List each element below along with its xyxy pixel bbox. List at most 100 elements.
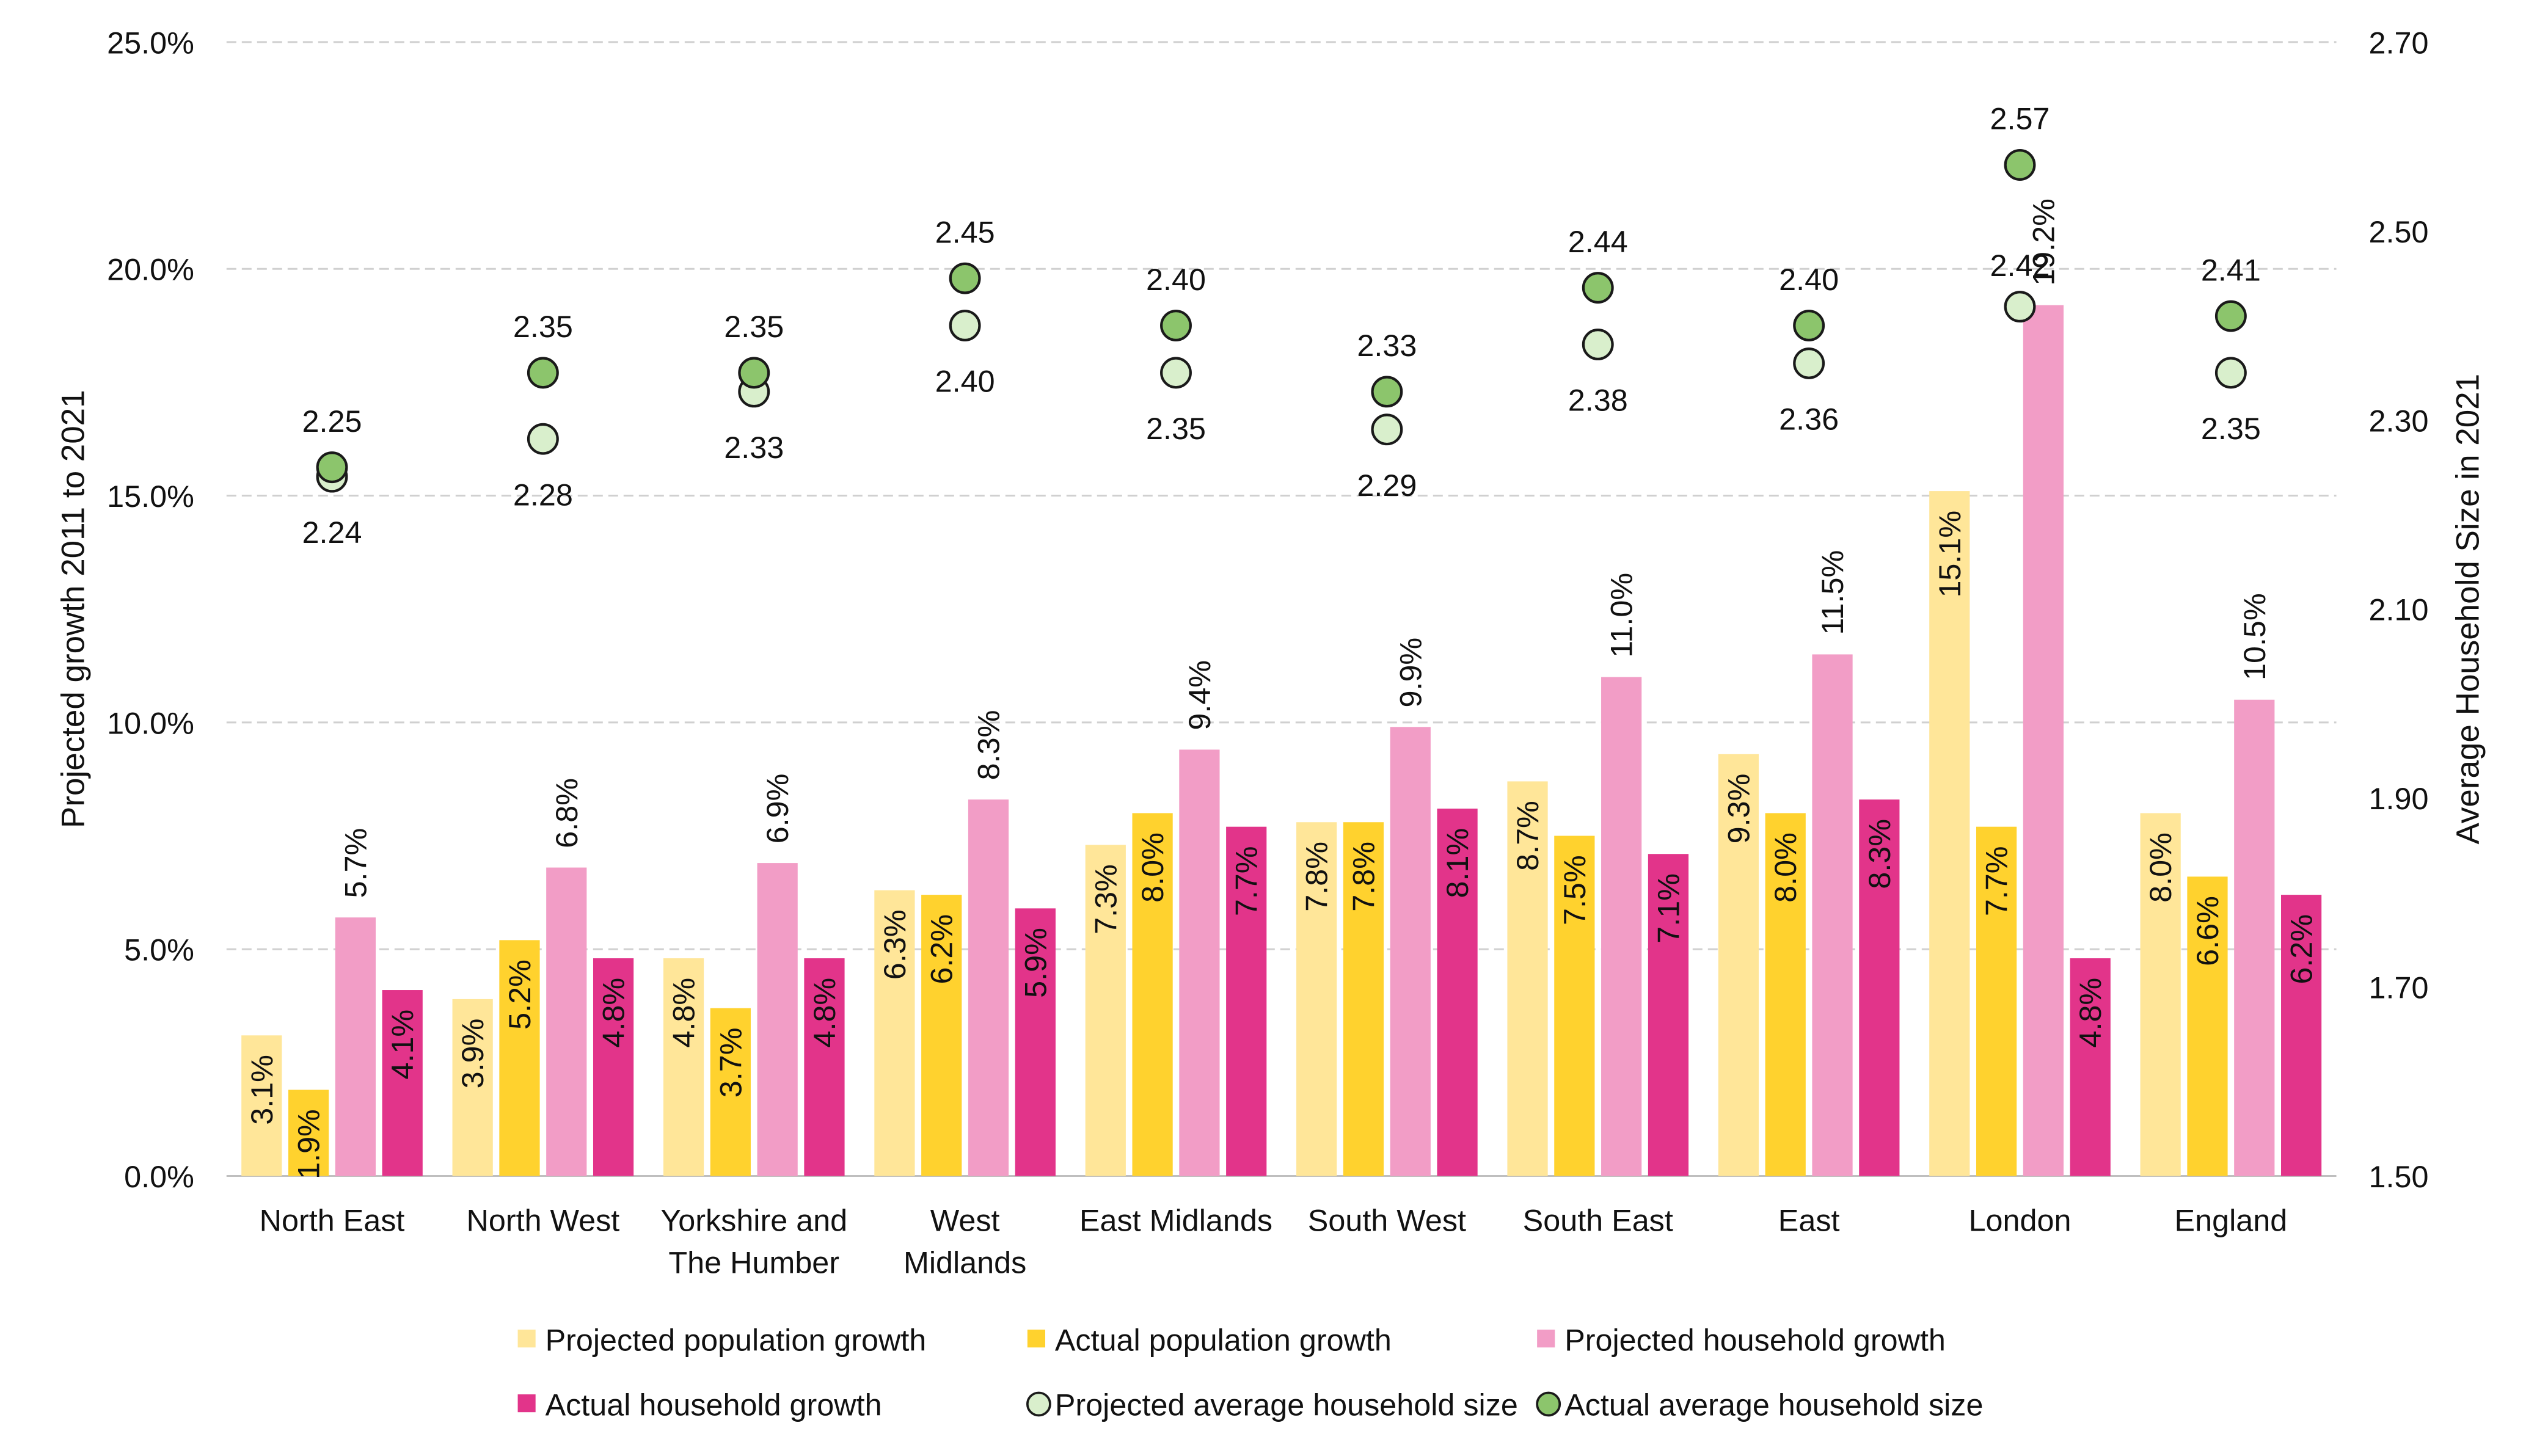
bar <box>452 999 493 1176</box>
bar-data-label: 19.2% <box>2026 198 2061 286</box>
bar-data-label: 8.1% <box>1440 828 1475 898</box>
bar <box>1390 727 1431 1176</box>
household-size-label: 2.40 <box>935 364 995 399</box>
household-size-label: 2.29 <box>1357 468 1417 503</box>
bar-data-label: 3.7% <box>713 1028 748 1098</box>
bar-data-label: 7.5% <box>1557 855 1592 925</box>
bar <box>1718 754 1759 1176</box>
x-tick-label: South West <box>1308 1203 1466 1238</box>
household-size-label: 2.24 <box>302 515 362 550</box>
x-tick-label: Yorkshire and <box>660 1203 847 1238</box>
bar <box>1976 826 2017 1176</box>
y-axis-ticks: 0.0% 5.0% 10.0% 15.0% 20.0% 25.0% <box>107 25 194 1194</box>
household-size-label: 2.38 <box>1568 383 1628 418</box>
household-size-point <box>1371 376 1403 408</box>
bar-data-label: 10.5% <box>2237 593 2272 680</box>
bar-data-label: 7.1% <box>1651 873 1685 944</box>
bar-data-label: 7.8% <box>1346 842 1381 912</box>
legend-label: Projected average household size <box>1055 1388 1518 1422</box>
legend-swatch <box>1027 1330 1045 1348</box>
bar <box>1226 826 1267 1176</box>
bar <box>921 895 962 1176</box>
legend-label: Actual population growth <box>1055 1323 1392 1358</box>
bar <box>1132 813 1173 1176</box>
bar <box>710 1008 751 1176</box>
bar <box>241 1035 282 1176</box>
bar <box>1601 677 1642 1176</box>
bar <box>663 958 704 1176</box>
legend-label: Actual average household size <box>1564 1388 1983 1422</box>
household-size-point <box>1793 310 1825 341</box>
x-tick-label: East <box>1778 1203 1840 1238</box>
household-size-point <box>1793 347 1825 379</box>
bar-data-label: 4.8% <box>807 978 842 1048</box>
household-size-point <box>316 451 348 484</box>
bar <box>499 940 540 1176</box>
bar <box>968 799 1009 1176</box>
household-size-point <box>949 262 981 294</box>
household-size-label: 2.41 <box>2201 252 2261 287</box>
bar <box>1437 808 1478 1176</box>
bar-data-label: 5.9% <box>1018 928 1053 998</box>
household-size-point <box>2004 149 2036 181</box>
x-tick-label: England <box>2175 1203 2288 1238</box>
bar-data-label: 9.9% <box>1393 638 1428 708</box>
bar-data-label: 11.5% <box>1815 550 1850 635</box>
bar-data-label: 11.0% <box>1604 573 1639 658</box>
bar-data-labels: 3.1% 1.9% 5.7% 4.1% 3.9% 5.2% 6.8% 4.8% 4.8% 3.7%… <box>244 198 2319 1179</box>
y2-tick-label: 2.70 <box>2369 25 2429 60</box>
bar <box>1343 822 1384 1176</box>
bar-data-label: 8.3% <box>971 710 1006 781</box>
bar <box>757 863 798 1176</box>
bar <box>1554 835 1595 1176</box>
household-size-points <box>316 149 2247 493</box>
household-size-point <box>1582 329 1614 360</box>
household-size-label: 2.40 <box>1779 262 1839 297</box>
x-tick-label: West <box>930 1203 1000 1238</box>
household-size-point <box>2214 357 2247 389</box>
x-tick-label: London <box>1969 1203 2072 1238</box>
bar <box>1765 813 1806 1176</box>
bar-data-label: 6.6% <box>2190 896 2225 966</box>
bar <box>2187 876 2228 1176</box>
bar <box>546 867 587 1176</box>
bar-data-label: 6.2% <box>924 914 959 985</box>
y2-tick-label: 2.10 <box>2369 592 2429 627</box>
bar <box>2280 895 2322 1176</box>
bar-data-label: 6.9% <box>760 774 795 844</box>
bar <box>2234 699 2275 1176</box>
y-axis-title: Projected growth 2011 to 2021 <box>56 390 92 828</box>
legend-swatch <box>517 1330 536 1348</box>
legend-label: Projected population growth <box>546 1323 927 1358</box>
x-axis-category-labels: North East North West Yorkshire and The Hum… <box>260 1203 2288 1280</box>
y-tick-label: 0.0% <box>124 1159 194 1194</box>
x-tick-label: North East <box>260 1203 405 1238</box>
bar <box>1179 749 1220 1176</box>
x-tick-label: East Midlands <box>1079 1203 1272 1238</box>
bar-data-label: 4.8% <box>2073 978 2108 1048</box>
household-size-label: 2.45 <box>935 214 995 249</box>
bar <box>804 958 845 1176</box>
y2-tick-label: 2.30 <box>2369 403 2429 438</box>
bar <box>874 890 915 1176</box>
y-tick-label: 20.0% <box>107 252 194 287</box>
household-size-label: 2.36 <box>1779 402 1839 437</box>
bar <box>335 917 376 1176</box>
legend-swatch <box>517 1394 536 1413</box>
bar-data-label: 4.1% <box>385 1010 420 1080</box>
bar-data-label: 6.2% <box>2284 914 2319 985</box>
bar <box>1648 854 1689 1176</box>
bar-data-label: 8.0% <box>2143 832 2178 903</box>
y-tick-label: 5.0% <box>124 933 194 967</box>
household-size-label: 2.35 <box>1146 411 1206 446</box>
y-tick-label: 25.0% <box>107 25 194 60</box>
household-size-point <box>1160 357 1192 389</box>
household-size-point <box>1371 413 1403 446</box>
bar <box>1507 781 1548 1176</box>
y2-tick-label: 2.50 <box>2369 214 2429 249</box>
household-size-label: 2.28 <box>513 477 573 512</box>
y2-tick-label: 1.90 <box>2369 781 2429 816</box>
bar <box>1296 822 1337 1176</box>
bar-data-label: 7.3% <box>1088 864 1123 934</box>
household-size-label: 2.33 <box>724 430 784 465</box>
